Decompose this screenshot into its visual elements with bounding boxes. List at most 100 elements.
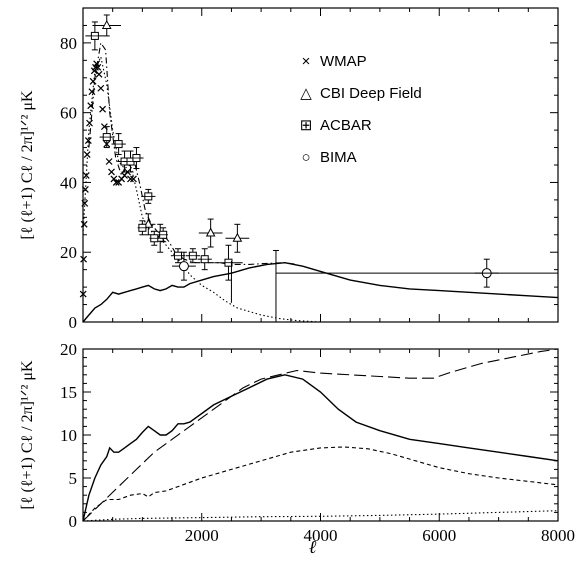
marker-stroke <box>93 60 101 68</box>
marker <box>205 227 216 237</box>
acbar-point <box>185 248 200 264</box>
y-tick-label: 20 <box>60 243 77 262</box>
legend-item: △ CBI Deep Field <box>300 85 421 102</box>
marker-stroke <box>87 102 95 110</box>
curve-dashdot <box>88 41 297 265</box>
marker-stroke <box>79 290 87 298</box>
marker-stroke <box>86 119 93 127</box>
acbar-point <box>197 248 212 271</box>
legend-label: WMAP <box>320 53 367 70</box>
wmap-point <box>89 77 97 85</box>
top-axis-ticks <box>82 7 559 323</box>
marker-stroke <box>84 137 92 145</box>
curve-dotted <box>82 510 559 522</box>
acbar-point <box>149 230 159 246</box>
marker-stroke <box>112 179 120 186</box>
wmap-point <box>82 172 90 179</box>
y-tick-label: 40 <box>60 173 77 192</box>
legend-marker: ⊞ <box>300 117 313 134</box>
curve-solid <box>82 374 559 522</box>
wmap-point <box>87 102 95 110</box>
top-data-points <box>79 14 558 322</box>
acbar-point <box>214 244 243 281</box>
y-tick-label: 0 <box>69 313 78 332</box>
wmap-point <box>99 105 107 113</box>
marker-stroke <box>99 105 107 113</box>
marker-stroke <box>130 175 137 183</box>
marker-stroke <box>110 175 118 183</box>
wmap-point <box>130 175 137 183</box>
acbar-point <box>129 147 144 169</box>
marker <box>101 19 112 29</box>
curve-long-dash <box>82 348 559 522</box>
bottom-axis-ticks <box>82 348 559 522</box>
y-tick-label: 60 <box>60 104 77 123</box>
marker-stroke <box>89 77 97 85</box>
legend-marker: △ <box>300 85 312 102</box>
marker-stroke <box>127 175 134 183</box>
marker-stroke <box>94 63 102 71</box>
x-tick-label: 2000 <box>185 526 219 545</box>
cbi-deep-field-point <box>92 14 121 37</box>
marker-stroke <box>81 199 89 207</box>
wmap-point <box>88 88 96 96</box>
wmap-point <box>108 168 115 176</box>
curve-dotted <box>82 54 321 323</box>
bima-point <box>172 251 196 281</box>
marker-stroke <box>80 255 88 263</box>
wmap-point <box>95 70 103 78</box>
legend-item: ⊞ ACBAR <box>300 117 372 134</box>
acbar-point <box>99 126 114 149</box>
marker-stroke <box>108 168 115 176</box>
acbar-point <box>141 188 156 204</box>
top-y-tick-labels: 0 20 40 60 80 <box>60 34 77 332</box>
cbi-deep-field-point <box>225 223 250 253</box>
legend-item: × WMAP <box>302 53 367 70</box>
bottom-panel-frame <box>82 348 559 522</box>
bottom-y-axis-label: [ℓ (ℓ+1) Cℓ / 2π]¹ᐟ² μK <box>19 360 36 509</box>
marker-stroke <box>82 172 90 179</box>
wmap-point <box>94 63 102 71</box>
legend-label: CBI Deep Field <box>320 85 422 102</box>
wmap-point <box>81 199 89 207</box>
curve-solid <box>82 261 559 323</box>
y-tick-label: 20 <box>60 340 77 359</box>
top-y-axis-label: [ℓ (ℓ+1) Cℓ / 2π]¹ᐟ² μK <box>19 90 36 239</box>
marker-stroke <box>95 70 103 78</box>
wmap-point <box>79 290 87 298</box>
legend-label: ACBAR <box>320 117 372 134</box>
wmap-point <box>97 84 105 92</box>
acbar-point <box>137 220 148 236</box>
bottom-panel: 0 5 10 15 20 2000 4000 6000 8000 [ℓ (ℓ+1) Cℓ / … <box>19 340 575 557</box>
y-tick-label: 10 <box>60 426 77 445</box>
legend-item: ○ BIMA <box>301 149 356 166</box>
wmap-point <box>83 151 91 158</box>
marker <box>232 232 243 242</box>
marker-stroke <box>105 158 113 165</box>
bottom-curves <box>82 348 559 522</box>
wmap-point <box>127 175 134 183</box>
y-tick-label: 0 <box>69 512 78 531</box>
marker <box>178 261 189 272</box>
acbar-point <box>111 133 126 156</box>
wmap-point <box>110 175 118 183</box>
marker-stroke <box>97 84 105 92</box>
wmap-point <box>112 179 120 186</box>
wmap-point <box>80 220 88 228</box>
acbar-point <box>85 21 105 51</box>
marker-stroke <box>88 88 96 96</box>
acbar-point <box>158 227 168 243</box>
x-tick-label: 4000 <box>304 526 338 545</box>
legend-marker: × <box>302 53 311 70</box>
wmap-point <box>80 255 88 263</box>
y-tick-label: 5 <box>69 469 78 488</box>
curve-short-dash <box>82 446 559 522</box>
y-tick-label: 80 <box>60 34 77 53</box>
x-tick-label: 8000 <box>541 526 575 545</box>
legend-marker: ○ <box>301 149 310 166</box>
bottom-y-tick-labels: 0 5 10 15 20 <box>60 340 77 531</box>
bottom-x-tick-labels: 2000 4000 6000 8000 <box>185 526 575 545</box>
marker-stroke <box>80 220 88 228</box>
marker-stroke <box>81 185 89 193</box>
